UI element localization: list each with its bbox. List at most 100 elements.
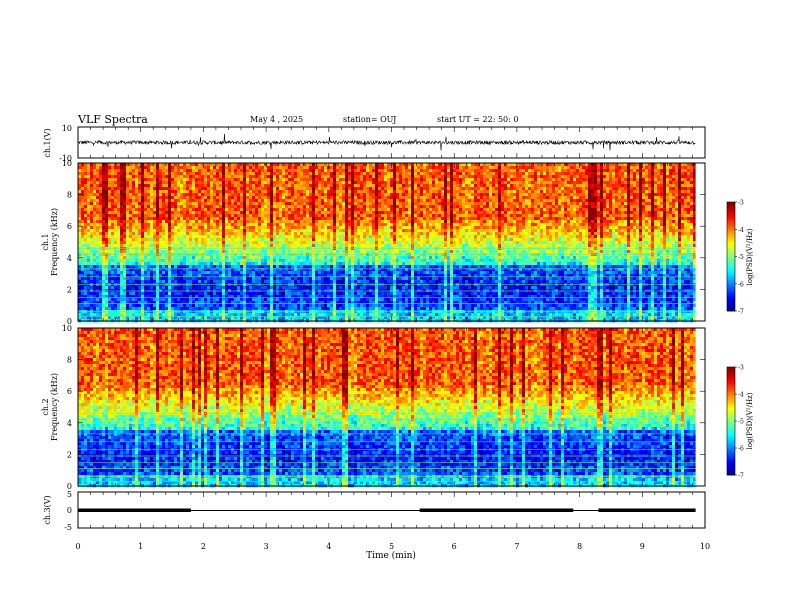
spectrogram-cell xyxy=(237,295,241,299)
spectrogram-cell xyxy=(138,196,142,200)
spectrogram-cell xyxy=(213,178,217,182)
spectrogram-cell xyxy=(153,169,157,173)
spectrogram-cell xyxy=(300,280,304,284)
spectrogram-cell xyxy=(174,286,178,290)
spectrogram-cell xyxy=(288,226,292,230)
spectrogram-cell xyxy=(186,181,190,185)
ch1-waveform-ylabel: ch.1(V) xyxy=(43,128,52,157)
spectrogram-cell xyxy=(102,181,106,185)
spectrogram-cell xyxy=(321,205,325,209)
spectrogram-cell xyxy=(306,163,310,167)
spectrogram-cell xyxy=(132,220,136,224)
spectrogram-cell xyxy=(144,214,148,218)
spectrogram-cell xyxy=(294,235,298,239)
spectrogram-cell xyxy=(228,295,232,299)
spectrogram-cell xyxy=(162,163,166,167)
spectrogram-cell xyxy=(222,196,226,200)
spectrogram-cell xyxy=(198,214,202,218)
spectrogram-cell xyxy=(243,280,247,284)
spectrogram-cell xyxy=(324,217,328,221)
spectrogram-cell xyxy=(276,163,280,167)
spectrogram-cell xyxy=(171,235,175,239)
spectrogram-cell xyxy=(189,241,193,245)
spectrogram-cell xyxy=(165,286,169,290)
spectrogram-cell xyxy=(240,229,244,233)
spectrogram-cell xyxy=(327,265,331,269)
spectrogram-cell xyxy=(222,214,226,218)
spectrogram-cell xyxy=(345,250,349,254)
spectrogram-cell xyxy=(183,256,187,260)
spectrogram-cell xyxy=(150,178,154,182)
spectrogram-cell xyxy=(156,181,160,185)
spectrogram-cell xyxy=(291,298,295,302)
spectrogram-cell xyxy=(300,298,304,302)
spectrogram-cell xyxy=(213,295,217,299)
spectrogram-cell xyxy=(174,196,178,200)
spectrogram-cell xyxy=(291,217,295,221)
spectrogram-cell xyxy=(243,298,247,302)
spectrogram-cell xyxy=(342,304,346,308)
spectrogram-cell xyxy=(219,268,223,272)
spectrogram-cell xyxy=(168,256,172,260)
spectrogram-cell xyxy=(117,298,121,302)
spectrogram-cell xyxy=(255,298,259,302)
spectrogram-cell xyxy=(144,277,148,281)
spectrogram-cell xyxy=(312,178,316,182)
spectrogram-cell xyxy=(150,169,154,173)
spectrogram-cell xyxy=(261,187,265,191)
spectrogram-cell xyxy=(78,226,82,230)
spectrogram-cell xyxy=(213,229,217,233)
spectrogram-cell xyxy=(195,256,199,260)
spectrogram-cell xyxy=(273,241,277,245)
spectrogram-cell xyxy=(249,226,253,230)
spectrogram-cell xyxy=(180,256,184,260)
spectrogram-cell xyxy=(234,286,238,290)
spectrogram-cell xyxy=(171,280,175,284)
spectrogram-cell xyxy=(267,265,271,269)
spectrogram-cell xyxy=(345,313,349,317)
spectrogram-cell xyxy=(222,274,226,278)
spectrogram-cell xyxy=(321,307,325,311)
spectrogram-cell xyxy=(252,235,256,239)
spectrogram-cell xyxy=(198,199,202,203)
spectrogram-cell xyxy=(339,226,343,230)
spectrogram-cell xyxy=(318,181,322,185)
spectrogram-cell xyxy=(294,211,298,215)
spectrogram-cell xyxy=(117,301,121,305)
spectrogram-cell xyxy=(228,241,232,245)
spectrogram-cell xyxy=(321,190,325,194)
spectrogram-cell xyxy=(336,307,340,311)
spectrogram-cell xyxy=(348,202,352,206)
spectrogram-cell xyxy=(96,271,100,275)
spectrogram-cell xyxy=(186,190,190,194)
spectrogram-cell xyxy=(111,163,115,167)
spectrogram-cell xyxy=(180,208,184,212)
spectrogram-cell xyxy=(132,271,136,275)
spectrogram-cell xyxy=(261,316,265,320)
spectrogram-cell xyxy=(171,226,175,230)
spectrogram-cell xyxy=(111,313,115,317)
spectrogram-cell xyxy=(231,202,235,206)
spectrogram-cell xyxy=(333,271,337,275)
spectrogram-cell xyxy=(339,163,343,167)
spectrogram-cell xyxy=(159,262,163,266)
spectrogram-cell xyxy=(252,271,256,275)
spectrogram-cell xyxy=(255,217,259,221)
spectrogram-cell xyxy=(147,229,151,233)
spectrogram-cell xyxy=(198,262,202,266)
spectrogram-cell xyxy=(90,304,94,308)
spectrogram-cell xyxy=(345,295,349,299)
spectrogram-cell xyxy=(198,202,202,206)
spectrogram-cell xyxy=(138,268,142,272)
spectrogram-cell xyxy=(174,256,178,260)
spectrogram-cell xyxy=(174,313,178,317)
spectrogram-cell xyxy=(96,265,100,269)
spectrogram-cell xyxy=(108,250,112,254)
spectrogram-cell xyxy=(168,184,172,188)
spectrogram-cell xyxy=(249,238,253,242)
spectrogram-cell xyxy=(207,298,211,302)
spectrogram-cell xyxy=(93,277,97,281)
spectrogram-cell xyxy=(282,223,286,227)
spectrogram-cell xyxy=(315,187,319,191)
spectrogram-cell xyxy=(267,229,271,233)
